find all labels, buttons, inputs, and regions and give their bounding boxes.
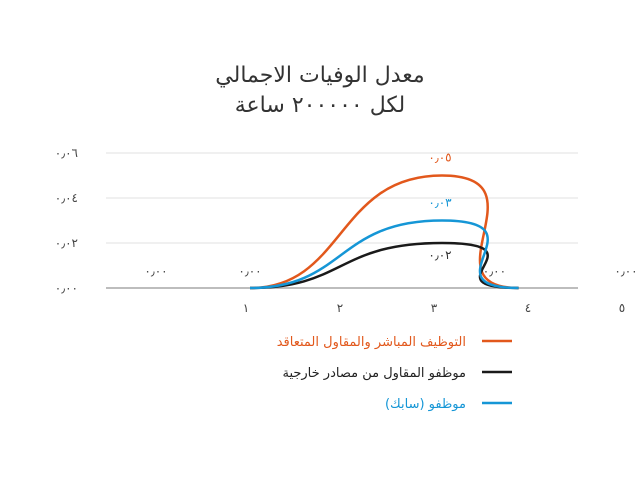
series-line (249, 174, 519, 290)
chart-title: معدل الوفيات الاجمالي لكل ٢٠٠٠٠٠ ساعة (215, 63, 424, 118)
x-tick-label: ٢ (337, 301, 343, 315)
zero-data-label: ٠٫٠٠ (483, 264, 506, 278)
y-tick-label: ٠٫٠٢ (55, 236, 78, 250)
y-axis-ticks: ٠٫٠٠ ٠٫٠٢ ٠٫٠٤ ٠٫٠٦ (55, 146, 78, 295)
y-tick-label: ٠٫٠٦ (55, 146, 78, 160)
series-lines (249, 174, 519, 290)
x-tick-label: ٣ (431, 301, 438, 315)
chart-title-line: معدل الوفيات الاجمالي (215, 63, 424, 88)
x-tick-label: ٤ (525, 301, 531, 315)
x-tick-label: ١ (243, 301, 249, 315)
zero-data-label: ٠٫٠٠ (238, 264, 261, 278)
series-line (249, 241, 519, 290)
zero-data-label: ٠٫٠٠ (614, 264, 637, 278)
series-line (249, 219, 519, 290)
y-tick-label: ٠٫٠٤ (55, 191, 78, 205)
chart-title-line: لكل ٢٠٠٠٠٠ ساعة (235, 93, 405, 118)
peak-data-label: ٠٫٠٣ (428, 196, 452, 210)
x-axis-ticks: ١ ٢ ٣ ٤ ٥ (243, 301, 625, 315)
zero-data-label: ٠٫٠٠ (144, 264, 167, 278)
peak-data-label: ٠٫٠٢ (428, 248, 451, 262)
legend-label: موظفو المقاول من مصادر خارجية (282, 366, 466, 381)
y-tick-label: ٠٫٠٠ (55, 281, 78, 295)
peak-data-label: ٠٫٠٥ (428, 151, 451, 165)
legend: التوظيف المباشر والمقاول المتعاقد موظفو ا… (277, 335, 512, 412)
legend-label: التوظيف المباشر والمقاول المتعاقد (277, 335, 466, 350)
data-labels: ٠٫٠٥ ٠٫٠٢ ٠٫٠٣ ٠٫٠٠ ٠٫٠٠ ٠٫٠٠ ٠٫٠٠ (144, 151, 637, 279)
x-tick-label: ٥ (619, 301, 625, 315)
grid-lines (106, 152, 578, 289)
legend-label: موظفو (سابك) (385, 397, 466, 412)
